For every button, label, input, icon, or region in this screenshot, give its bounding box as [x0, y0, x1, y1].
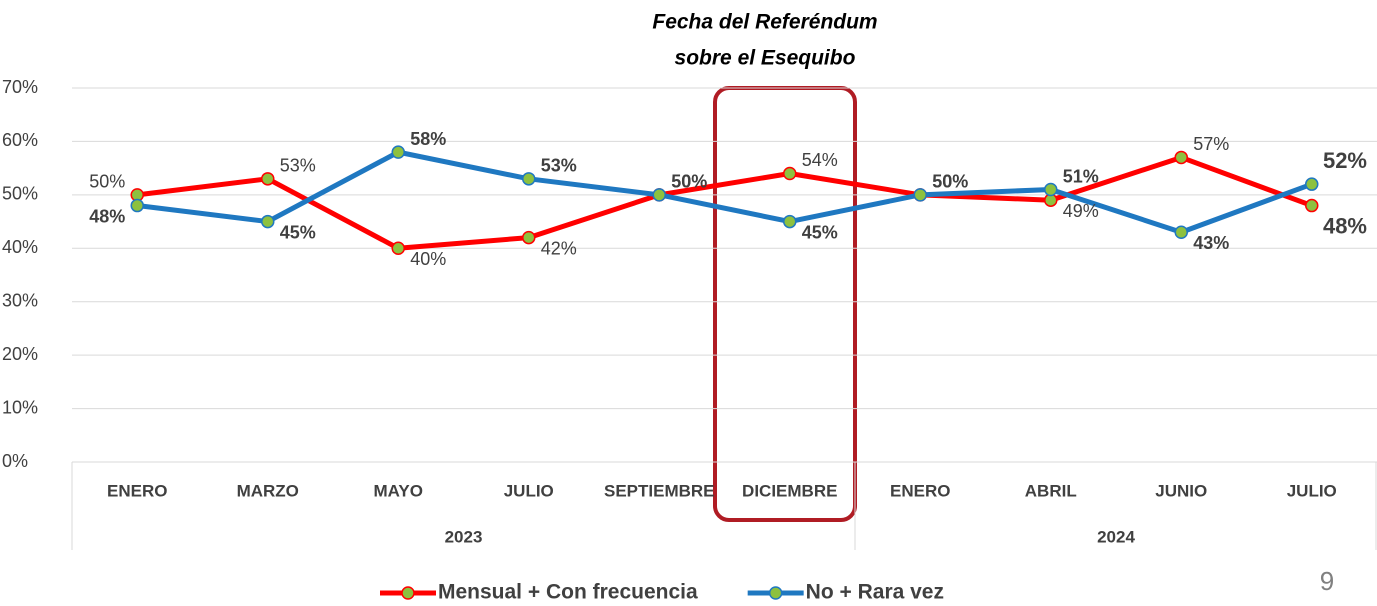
data-label: 43% [1193, 233, 1229, 253]
y-tick-label: 0% [2, 451, 28, 471]
annotation: Fecha del Referéndum [652, 11, 877, 34]
series-line [136, 149, 1313, 235]
marker [913, 188, 927, 202]
data-label: 48% [1323, 213, 1367, 238]
marker [522, 172, 536, 186]
marker [783, 214, 797, 229]
marker [783, 166, 797, 181]
marker [261, 172, 275, 186]
y-tick-label: 40% [2, 237, 38, 257]
data-label: 49% [1063, 201, 1099, 221]
marker [1305, 177, 1319, 191]
x-tick-label: MARZO [237, 481, 299, 500]
annotation: sobre el Esequibo [675, 47, 856, 70]
y-tick-label: 50% [2, 184, 38, 204]
grid [72, 87, 1377, 463]
marker [522, 230, 536, 245]
legend-marker [401, 586, 415, 600]
data-label: 58% [410, 129, 446, 149]
y-tick-label: 10% [2, 397, 38, 417]
marker [1174, 150, 1188, 165]
data-label: 40% [410, 249, 446, 269]
data-label: 50% [932, 172, 968, 192]
data-label: 53% [280, 156, 316, 176]
x-tick-label: JULIO [1287, 481, 1337, 500]
legend-label: Mensual + Con frecuencia [438, 581, 698, 604]
data-label: 45% [280, 222, 316, 242]
marker [391, 145, 405, 159]
legend-label: No + Rara vez [806, 581, 944, 604]
y-tick-label: 60% [2, 130, 38, 150]
data-label: 50% [89, 172, 125, 192]
data-label: 48% [89, 206, 125, 226]
data-label: 50% [671, 172, 707, 192]
data-label: 52% [1323, 148, 1367, 173]
page-number: 9 [1320, 566, 1334, 596]
x-tick-label: JUNIO [1155, 481, 1207, 500]
data-label: 57% [1193, 134, 1229, 154]
marker [130, 198, 144, 213]
x-tick-label: ABRIL [1025, 481, 1077, 500]
y-tick-label: 70% [2, 77, 38, 97]
data-label: 54% [802, 150, 838, 170]
group-label: 2024 [1097, 527, 1135, 546]
marker [1174, 225, 1188, 240]
marker [1044, 182, 1058, 197]
x-tick-label: JULIO [504, 481, 554, 500]
group-label: 2023 [445, 527, 483, 546]
x-tick-label: MAYO [374, 481, 423, 500]
data-label: 51% [1063, 166, 1099, 186]
marker [261, 214, 275, 229]
x-tick-label: SEPTIEMBRE [604, 481, 715, 500]
data-label: 45% [802, 222, 838, 242]
series-line [136, 154, 1313, 251]
x-tick-label: ENERO [107, 481, 167, 500]
x-tick-label: DICIEMBRE [742, 481, 837, 500]
x-tick-label: ENERO [890, 481, 950, 500]
y-tick-label: 20% [2, 344, 38, 364]
data-label: 53% [541, 156, 577, 176]
legend-marker [768, 586, 783, 600]
marker [1305, 198, 1319, 213]
data-label: 50% [932, 172, 968, 192]
y-tick-label: 30% [2, 290, 38, 310]
data-label: 50% [671, 172, 707, 192]
marker [391, 241, 405, 256]
data-label: 42% [541, 238, 577, 258]
marker [652, 188, 666, 202]
